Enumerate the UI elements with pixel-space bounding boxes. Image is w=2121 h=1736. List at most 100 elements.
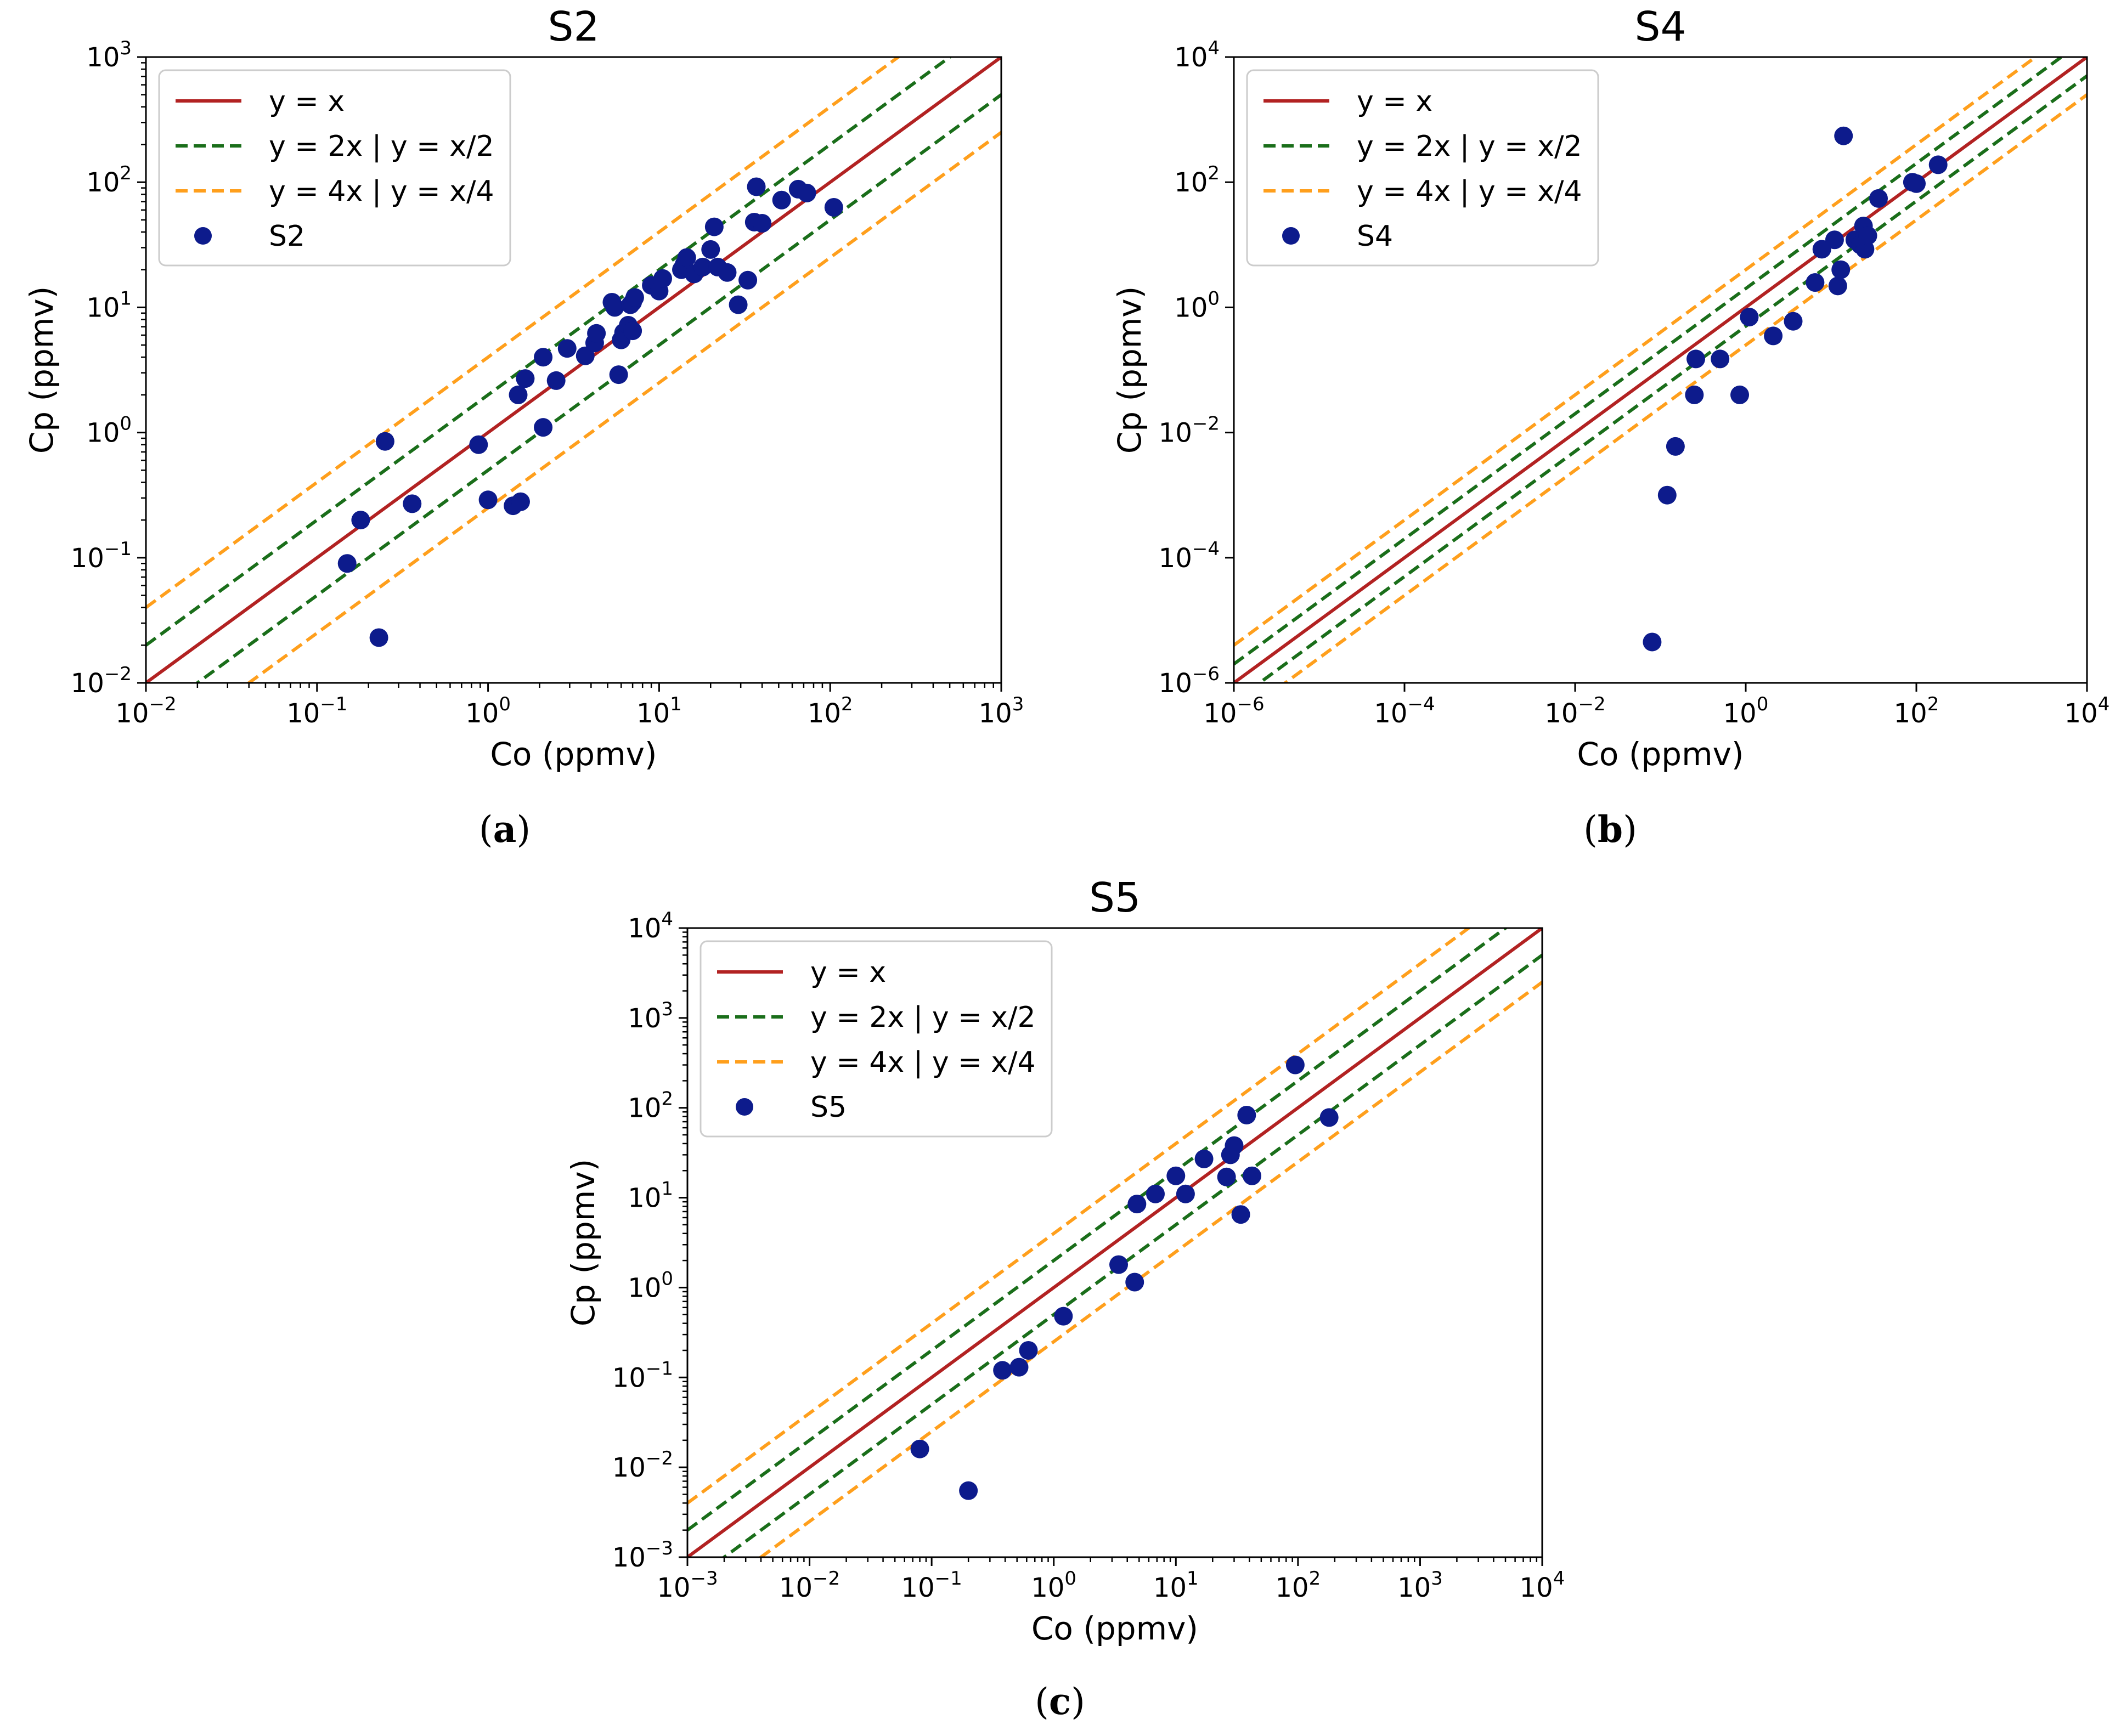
x-tick-label: 10−6 bbox=[1203, 693, 1264, 729]
data-point bbox=[718, 263, 737, 282]
chart-c: 10−3 10−2 10−1 100 101 102 103 10410−310−210−11… bbox=[565, 874, 1565, 1723]
legend-box bbox=[1246, 69, 1599, 267]
y-tick-base: 10 bbox=[86, 418, 120, 449]
legend-factor2-label: y = 2x | y = x/2 bbox=[1357, 130, 1582, 163]
y-tick-label: 10−1 bbox=[71, 538, 132, 574]
series-points bbox=[910, 1055, 1339, 1500]
line-y-x-over-4 bbox=[1282, 93, 2087, 683]
legend-series-label: S2 bbox=[269, 220, 305, 253]
data-point bbox=[1194, 1149, 1214, 1168]
legend-identity-label: y = x bbox=[269, 85, 345, 118]
data-point bbox=[1054, 1307, 1073, 1326]
x-tick-exponent: 0 bbox=[499, 693, 511, 715]
x-tick-label: 101 bbox=[1153, 1568, 1199, 1603]
y-tick-label: 104 bbox=[628, 908, 673, 944]
y-tick-exponent: −6 bbox=[1192, 663, 1220, 685]
x-tick-label: 103 bbox=[979, 693, 1024, 729]
legend-box bbox=[700, 940, 1053, 1138]
y-tick-exponent: −1 bbox=[646, 1358, 673, 1379]
panel-caption: (b) bbox=[1583, 808, 1637, 851]
data-point bbox=[1109, 1255, 1129, 1274]
y-axis-label: Cp (ppmv) bbox=[1111, 286, 1148, 454]
y-tick-label: 102 bbox=[86, 162, 132, 198]
x-tick-exponent: 0 bbox=[1757, 693, 1769, 715]
data-point bbox=[993, 1361, 1012, 1380]
series-points bbox=[337, 177, 843, 647]
x-axis-label: Co (ppmv) bbox=[1577, 736, 1744, 773]
data-point bbox=[1825, 230, 1844, 250]
legend-factor2-label: y = 2x | y = x/2 bbox=[269, 130, 494, 163]
caption-close-paren: ) bbox=[1071, 1681, 1085, 1723]
legend-marker bbox=[736, 1098, 753, 1116]
x-tick-base: 10 bbox=[286, 698, 320, 729]
x-tick-exponent: −3 bbox=[690, 1568, 718, 1590]
panel-caption: (a) bbox=[479, 808, 531, 851]
legend-box bbox=[158, 69, 511, 267]
y-tick-base: 10 bbox=[612, 1362, 646, 1393]
x-tick-base: 10 bbox=[808, 698, 841, 729]
legend-factor2-label: y = 2x | y = x/2 bbox=[810, 1001, 1036, 1034]
data-point bbox=[824, 197, 843, 217]
line-y-4x bbox=[1234, 57, 2039, 647]
y-tick-base: 10 bbox=[628, 913, 661, 944]
data-point bbox=[1831, 260, 1851, 279]
data-point bbox=[1784, 312, 1803, 331]
x-tick-base: 10 bbox=[636, 698, 670, 729]
y-tick-base: 10 bbox=[1159, 668, 1192, 699]
data-point bbox=[546, 371, 566, 390]
line-y-x bbox=[146, 57, 1001, 683]
x-tick-exponent: 2 bbox=[1309, 1568, 1321, 1590]
y-tick-label: 102 bbox=[628, 1088, 673, 1124]
data-point bbox=[623, 321, 642, 341]
x-tick-base: 10 bbox=[1153, 1573, 1187, 1603]
y-tick-base: 10 bbox=[1174, 292, 1208, 323]
legend-series-label: S5 bbox=[810, 1091, 847, 1124]
legend: y = x y = 2x | y = x/2 y = 4x | y = x/4 S2 bbox=[158, 69, 511, 267]
plot-frame bbox=[145, 56, 1002, 684]
data-point bbox=[1285, 1055, 1305, 1075]
x-tick-base: 10 bbox=[1894, 698, 1927, 729]
line-y-4x bbox=[687, 928, 1472, 1505]
y-tick-label: 10−2 bbox=[612, 1447, 673, 1483]
x-tick-label: 102 bbox=[808, 693, 853, 729]
data-point bbox=[1225, 1136, 1244, 1155]
y-tick-label: 10−3 bbox=[612, 1537, 673, 1573]
data-point bbox=[625, 288, 644, 307]
x-tick-exponent: 1 bbox=[670, 693, 682, 715]
y-tick-label: 10−2 bbox=[71, 663, 132, 699]
x-tick-exponent: 3 bbox=[1431, 1568, 1443, 1590]
x-tick-exponent: −6 bbox=[1237, 693, 1264, 715]
y-tick-exponent: −1 bbox=[104, 538, 132, 560]
data-point bbox=[478, 490, 498, 510]
panel-caption: (c) bbox=[1035, 1680, 1085, 1723]
data-point bbox=[1231, 1205, 1250, 1224]
x-tick-label: 104 bbox=[1520, 1568, 1565, 1603]
data-point bbox=[1730, 385, 1750, 404]
x-tick-base: 10 bbox=[779, 1573, 813, 1603]
data-point bbox=[1009, 1358, 1029, 1377]
x-axis-label: Co (ppmv) bbox=[490, 736, 657, 773]
y-tick-base: 10 bbox=[1159, 418, 1192, 449]
x-tick-base: 10 bbox=[1723, 698, 1757, 729]
caption-open-paren: ( bbox=[1583, 808, 1598, 851]
y-tick-base: 10 bbox=[628, 1273, 661, 1303]
chart-title: S5 bbox=[1089, 874, 1141, 921]
x-tick-base: 10 bbox=[1031, 1573, 1064, 1603]
caption-letter: a bbox=[493, 808, 517, 851]
chart-title: S2 bbox=[548, 3, 599, 50]
data-point bbox=[1217, 1167, 1236, 1186]
data-point bbox=[1125, 1273, 1144, 1292]
x-tick-base: 10 bbox=[657, 1573, 690, 1603]
line-y-x-over-2 bbox=[194, 93, 1001, 683]
x-tick-base: 10 bbox=[979, 698, 1012, 729]
chart-a: 10−2 10−1 100 101 102 10310−210−1100101102103… bbox=[23, 3, 1024, 851]
x-tick-exponent: 1 bbox=[1187, 1568, 1199, 1590]
data-point bbox=[738, 270, 758, 290]
y-tick-base: 10 bbox=[628, 1093, 661, 1124]
caption-letter: b bbox=[1598, 808, 1623, 851]
y-axis-label: Cp (ppmv) bbox=[565, 1159, 602, 1326]
y-tick-exponent: 4 bbox=[661, 908, 673, 930]
data-point bbox=[797, 183, 816, 202]
y-tick-label: 100 bbox=[86, 413, 132, 449]
y-tick-base: 10 bbox=[1174, 42, 1208, 73]
